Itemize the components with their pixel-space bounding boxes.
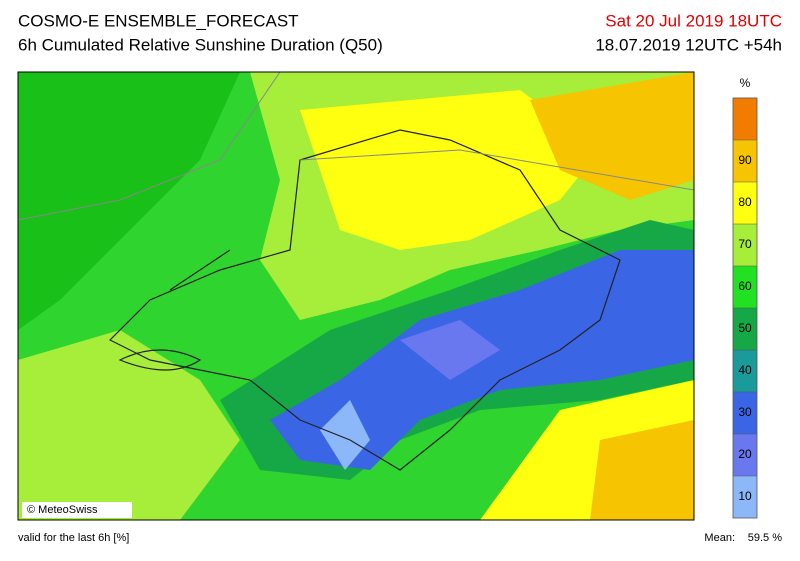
colorbar-bin	[733, 182, 757, 224]
colorbar-tick-label: 40	[738, 363, 752, 377]
colorbar-tick-label: 10	[738, 489, 752, 503]
colorbar-tick-label: 90	[738, 153, 752, 167]
colorbar-bin	[733, 224, 757, 266]
colorbar-tick-label: 50	[738, 321, 752, 335]
run-time: 18.07.2019 12UTC +54h	[595, 35, 782, 54]
colorbar-bin	[733, 98, 757, 140]
subtitle: 6h Cumulated Relative Sunshine Duration …	[18, 35, 383, 54]
colorbar-tick-label: 20	[738, 447, 752, 461]
colorbar-tick-label: 30	[738, 405, 752, 419]
title: COSMO-E ENSEMBLE_FORECAST	[18, 11, 299, 30]
mean-label: Mean:	[704, 532, 735, 544]
credit: © MeteoSwiss	[27, 504, 98, 516]
colorbar-bin	[733, 476, 757, 518]
colorbar-tick-label: 60	[738, 279, 752, 293]
valid-time: Sat 20 Jul 2019 18UTC	[605, 11, 782, 30]
footer-note: valid for the last 6h [%]	[18, 532, 129, 544]
colorbar-unit: %	[740, 76, 751, 90]
colorbar-bin	[733, 434, 757, 476]
colorbar-tick-label: 80	[738, 195, 752, 209]
map: © MeteoSwiss	[17, 71, 695, 521]
mean-value: 59.5 %	[748, 532, 782, 544]
colorbar-bin	[733, 140, 757, 182]
colorbar-bin	[733, 266, 757, 308]
colorbar: % 10 20 30 40 50 60 70 80 90	[732, 76, 758, 519]
colorbar-bin	[733, 308, 757, 350]
colorbar-bin	[733, 350, 757, 392]
colorbar-bin	[733, 392, 757, 434]
colorbar-tick-label: 70	[738, 237, 752, 251]
